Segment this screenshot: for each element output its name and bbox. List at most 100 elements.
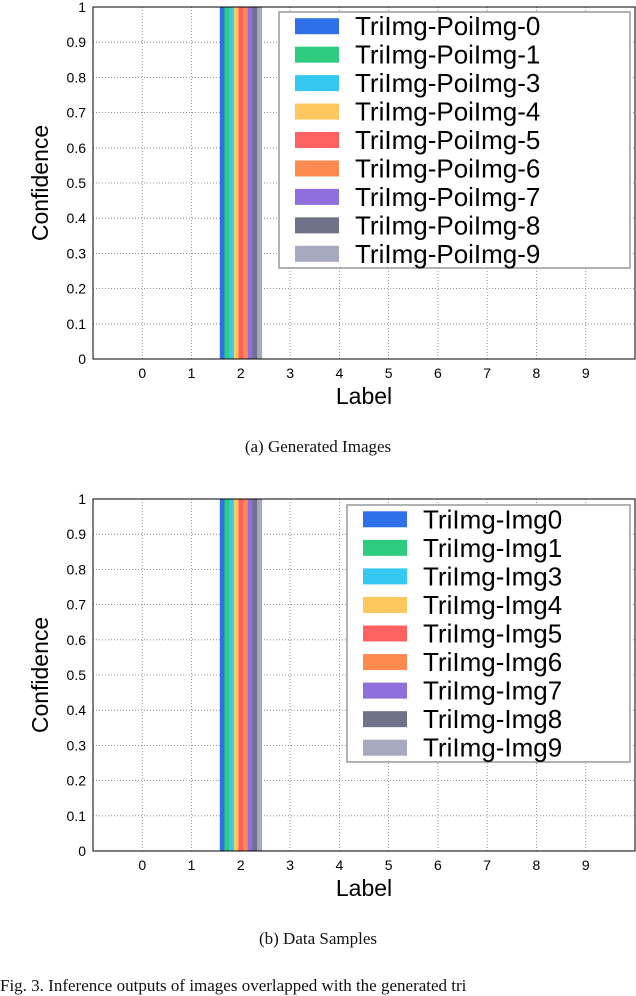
legend-label: TriImg-Img4 bbox=[423, 590, 562, 620]
legend-swatch bbox=[295, 132, 339, 148]
bar-TriImg-Img4-2 bbox=[233, 499, 239, 851]
legend-swatch bbox=[363, 682, 407, 699]
bar-TriImg-Img9-2 bbox=[257, 499, 263, 851]
bar-TriImg-PoiImg-4-2 bbox=[233, 7, 239, 359]
x-tick-label: 0 bbox=[138, 857, 146, 873]
legend-label: TriImg-PoiImg-4 bbox=[355, 97, 540, 127]
y-tick-label: 1 bbox=[78, 0, 86, 15]
y-tick-label: 0.1 bbox=[67, 808, 87, 824]
legend-swatch bbox=[295, 188, 339, 205]
figure-caption: Fig. 3. Inference outputs of images over… bbox=[0, 976, 467, 995]
x-tick-label: 7 bbox=[483, 365, 491, 381]
legend-swatch bbox=[363, 511, 407, 528]
bar-TriImg-PoiImg-5-2 bbox=[238, 7, 244, 359]
x-tick-label: 4 bbox=[335, 365, 343, 381]
y-tick-label: 0 bbox=[78, 351, 86, 367]
y-tick-label: 0.7 bbox=[67, 597, 87, 613]
y-tick-label: 0.2 bbox=[67, 773, 87, 789]
legend-swatch bbox=[363, 539, 407, 556]
x-tick-label: 8 bbox=[533, 365, 541, 381]
x-tick-label: 7 bbox=[483, 857, 491, 873]
legend-swatch bbox=[295, 160, 339, 177]
x-tick-label: 2 bbox=[237, 857, 245, 873]
bar-TriImg-PoiImg-8-2 bbox=[252, 7, 258, 359]
y-tick-label: 0.8 bbox=[67, 69, 87, 85]
y-tick-label: 0.3 bbox=[67, 245, 87, 261]
legend-label: TriImg-PoiImg-3 bbox=[355, 68, 540, 98]
y-tick-label: 0.2 bbox=[67, 281, 87, 297]
bar-TriImg-Img0-2 bbox=[219, 499, 225, 851]
legend-label: TriImg-PoiImg-0 bbox=[355, 11, 540, 41]
x-tick-label: 3 bbox=[286, 365, 294, 381]
y-axis-label: Confidence bbox=[27, 617, 53, 733]
legend-label: TriImg-PoiImg-9 bbox=[355, 239, 540, 269]
legend-swatch bbox=[363, 625, 407, 642]
legend-label: TriImg-Img5 bbox=[423, 619, 562, 649]
y-tick-label: 0.4 bbox=[67, 702, 87, 718]
y-tick-label: 0.6 bbox=[67, 140, 87, 156]
y-tick-label: 0.1 bbox=[67, 316, 87, 332]
x-tick-label: 1 bbox=[188, 365, 196, 381]
y-tick-label: 0.7 bbox=[67, 105, 87, 121]
bar-TriImg-Img5-2 bbox=[238, 499, 244, 851]
bar-TriImg-PoiImg-7-2 bbox=[247, 7, 253, 359]
x-tick-label: 6 bbox=[434, 857, 442, 873]
chart-generated-images: 0 0.1 0.2 0.3 0.4 0.5 0.6 0.7 0.8 0.9 1 0 1 2 3 4 5 6 7 8 9 L… bbox=[27, 0, 636, 409]
legend-swatch bbox=[295, 103, 339, 120]
x-tick-label: 2 bbox=[237, 365, 245, 381]
legend-swatch bbox=[363, 711, 407, 728]
bar-TriImg-PoiImg-1-2 bbox=[224, 7, 230, 359]
legend-swatch bbox=[295, 46, 339, 63]
y-tick-label: 0.9 bbox=[67, 34, 87, 50]
bar-TriImg-Img3-2 bbox=[229, 499, 235, 851]
caption-b: (b) Data Samples bbox=[258, 929, 378, 948]
x-tick-label: 0 bbox=[138, 365, 146, 381]
x-tick-label: 6 bbox=[434, 365, 442, 381]
y-tick-label: 0 bbox=[78, 843, 86, 859]
plot-frame bbox=[92, 6, 636, 360]
legend-swatch bbox=[363, 568, 407, 585]
chart-data-samples: 0 0.1 0.2 0.3 0.4 0.5 0.6 0.7 0.8 0.9 1 0 1 2 3 4 5 6 7 8 9 L… bbox=[27, 492, 636, 901]
legend-label: TriImg-Img1 bbox=[423, 533, 562, 563]
y-tick-label: 1 bbox=[78, 492, 86, 507]
y-tick-label: 0.9 bbox=[67, 526, 87, 542]
y-tick-label: 0.8 bbox=[67, 561, 87, 577]
bar-TriImg-Img1-2 bbox=[224, 499, 230, 851]
x-tick-label: 4 bbox=[335, 857, 343, 873]
x-tick-label: 5 bbox=[385, 857, 393, 873]
x-tick-label: 8 bbox=[533, 857, 541, 873]
legend-label: TriImg-Img9 bbox=[423, 733, 562, 763]
bar-TriImg-PoiImg-6-2 bbox=[243, 7, 249, 359]
y-tick-label: 0.5 bbox=[67, 667, 87, 683]
bar-TriImg-Img7-2 bbox=[247, 499, 253, 851]
legend-label: TriImg-PoiImg-8 bbox=[355, 210, 540, 240]
legend-swatch bbox=[363, 596, 407, 613]
legend-label: TriImg-Img0 bbox=[423, 504, 562, 534]
x-tick-label: 9 bbox=[582, 857, 590, 873]
legend-label: TriImg-PoiImg-1 bbox=[355, 40, 540, 70]
bar-TriImg-Img6-2 bbox=[243, 499, 249, 851]
y-axis-label: Confidence bbox=[27, 125, 53, 241]
legend-swatch bbox=[295, 217, 339, 234]
caption-a: (a) Generated Images bbox=[244, 437, 392, 456]
legend-label: TriImg-PoiImg-7 bbox=[355, 182, 540, 212]
bar-TriImg-PoiImg-0-2 bbox=[219, 7, 225, 359]
x-tick-label: 3 bbox=[286, 857, 294, 873]
y-tick-label: 0.3 bbox=[67, 737, 87, 753]
legend-swatch bbox=[363, 654, 407, 671]
bar-TriImg-PoiImg-9-2 bbox=[257, 7, 263, 359]
legend-label: TriImg-Img3 bbox=[423, 561, 562, 591]
legend-swatch bbox=[295, 18, 339, 35]
legend-label: TriImg-Img6 bbox=[423, 647, 562, 677]
legend-swatch bbox=[295, 75, 339, 92]
legend-swatch bbox=[295, 245, 339, 262]
x-tick-label: 1 bbox=[188, 857, 196, 873]
x-tick-label: 9 bbox=[582, 365, 590, 381]
legend-label: TriImg-PoiImg-5 bbox=[355, 125, 540, 155]
legend-label: TriImg-Img8 bbox=[423, 704, 562, 734]
y-tick-label: 0.6 bbox=[67, 632, 87, 648]
x-axis-label: Label bbox=[336, 875, 392, 901]
legend-label: TriImg-Img7 bbox=[423, 676, 562, 706]
bar-TriImg-PoiImg-3-2 bbox=[229, 7, 235, 359]
y-tick-label: 0.5 bbox=[67, 175, 87, 191]
